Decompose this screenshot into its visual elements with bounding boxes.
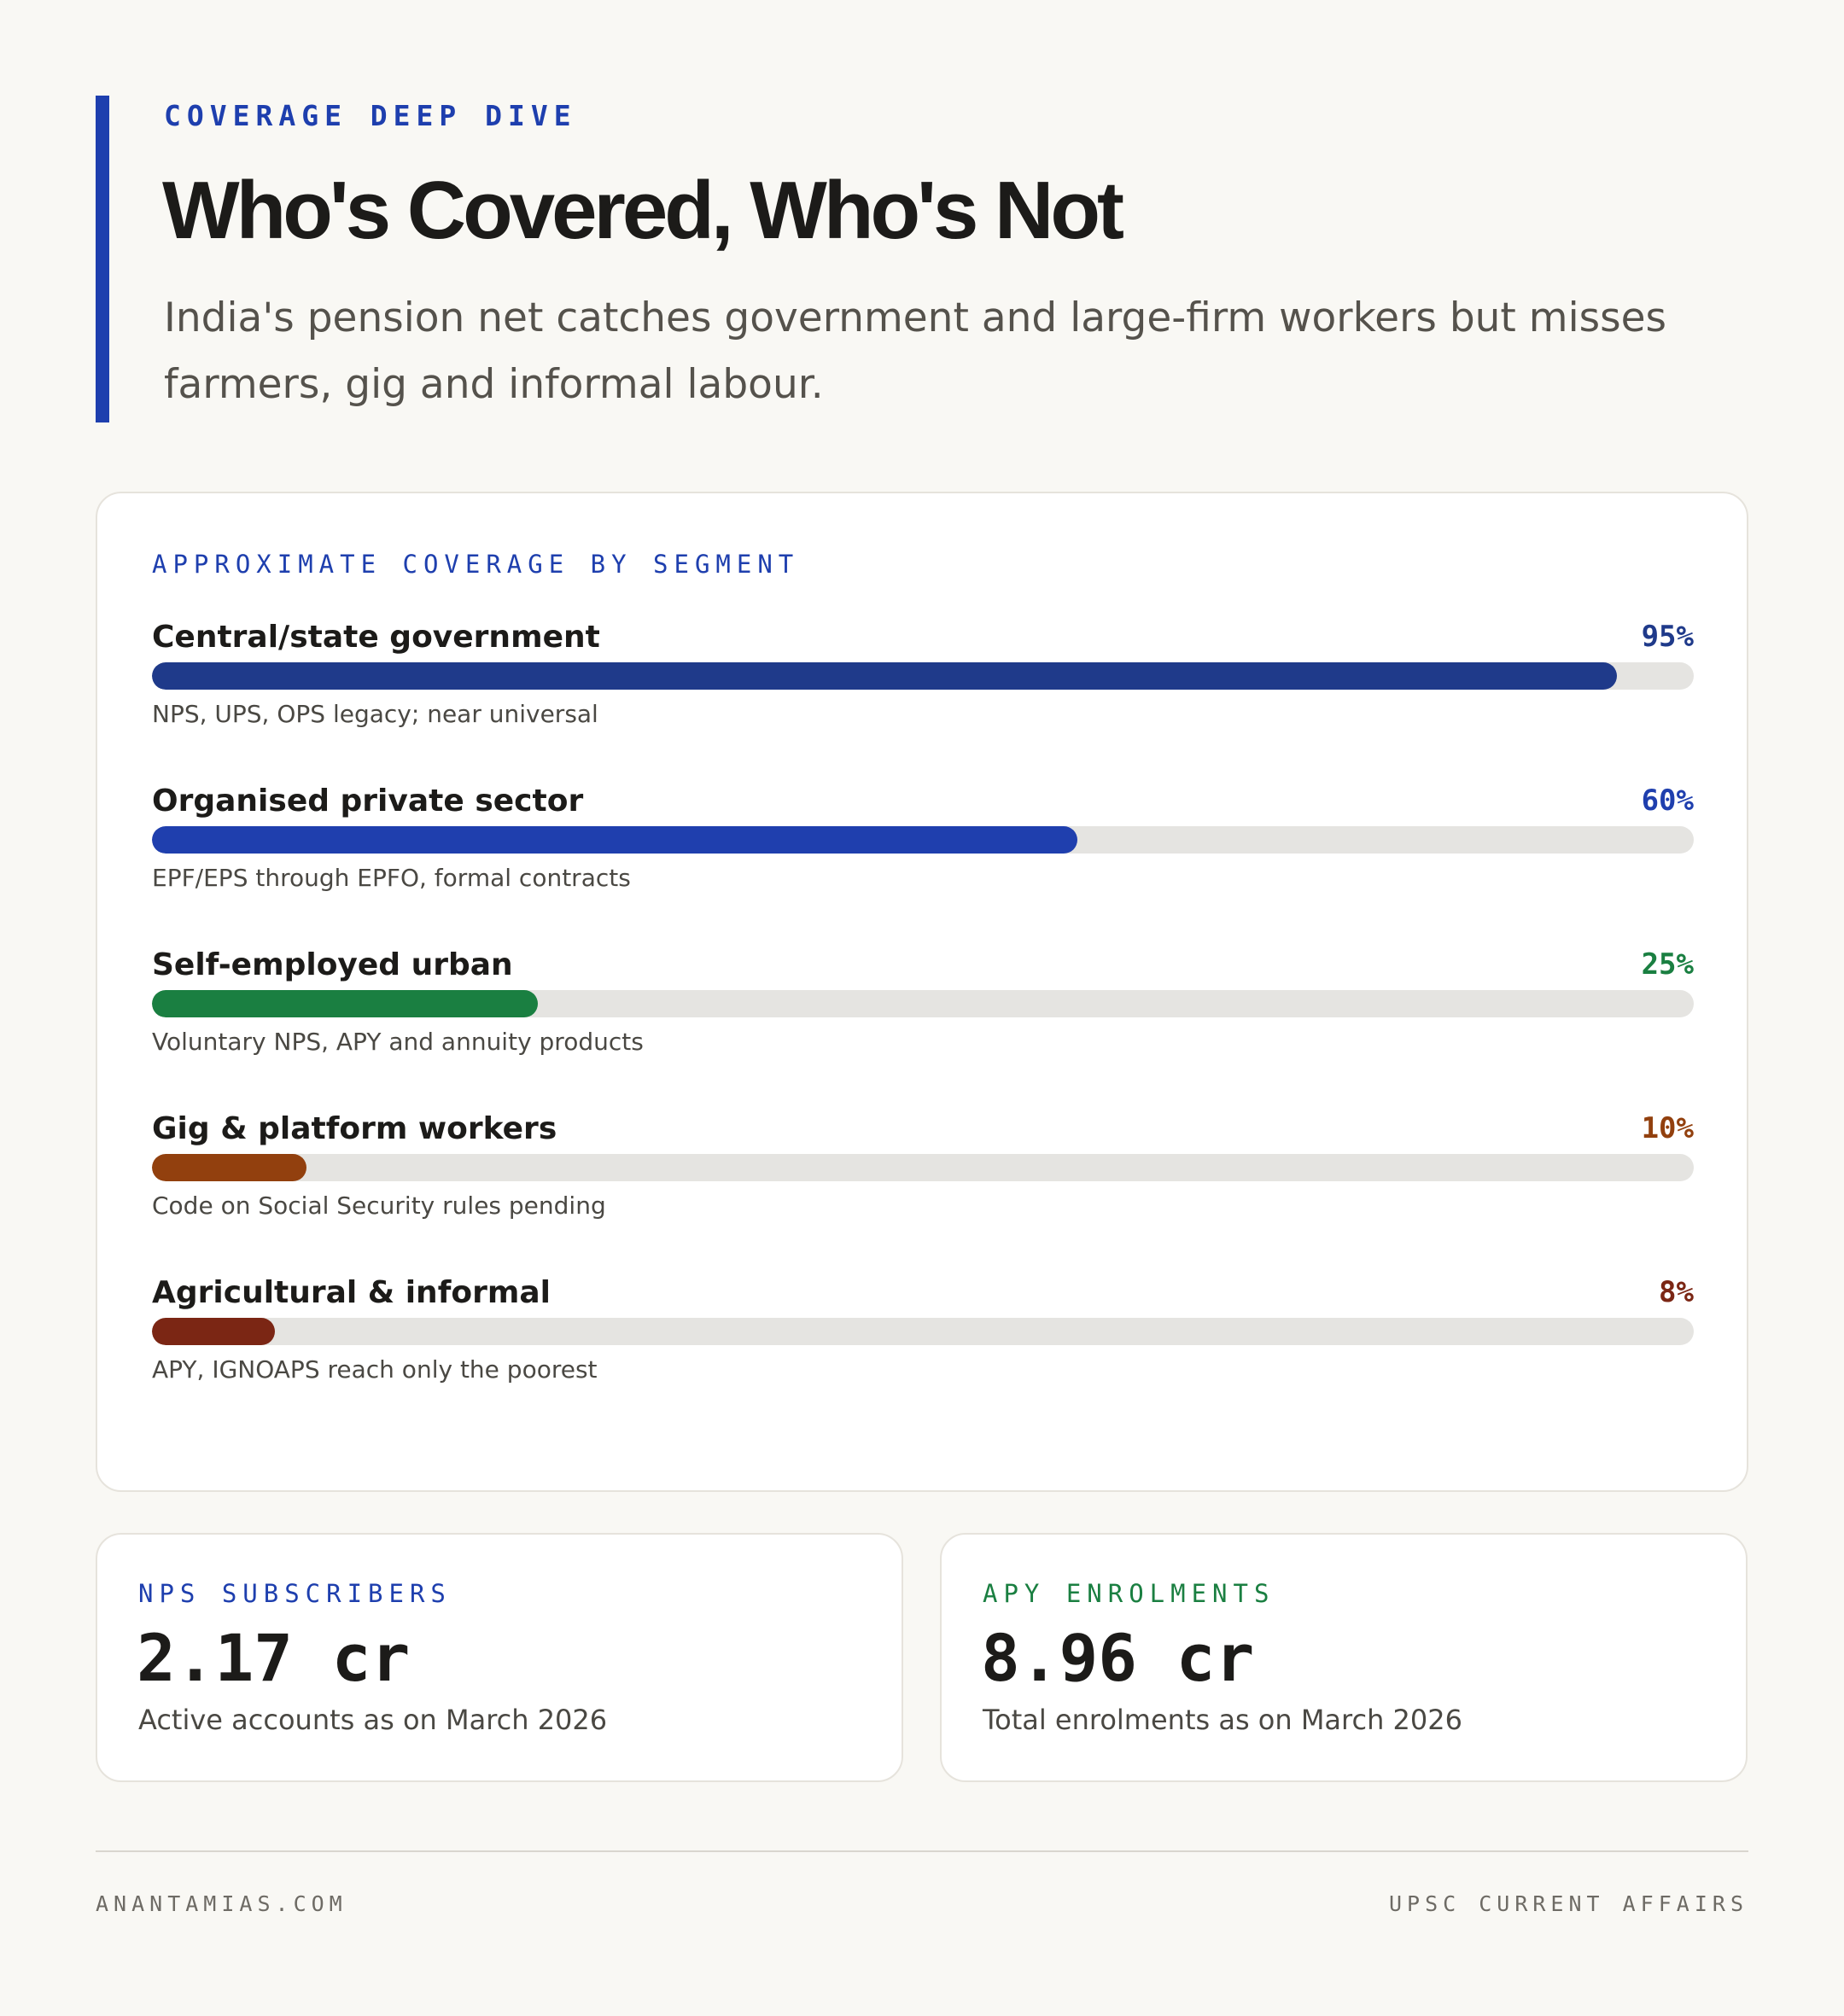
bar-row: Central/state government 95% NPS, UPS, OPS…	[152, 620, 1694, 773]
bar-track	[152, 662, 1694, 690]
bar	[152, 990, 538, 1017]
nps-stat-card: NPS SUBSCRIBERS 2.17 cr Active accounts …	[96, 1533, 903, 1782]
bar-row: Agricultural & informal 8% APY, IGNOAPS re…	[152, 1275, 1694, 1429]
bar-note: NPS, UPS, OPS legacy; near universal	[152, 700, 598, 728]
bar-value-label: 95%	[1641, 620, 1694, 654]
bar-category-label: Central/state government	[152, 620, 600, 655]
kicker: COVERAGE DEEP DIVE	[164, 99, 577, 132]
bar-track	[152, 1318, 1694, 1345]
bar-note: Code on Social Security rules pending	[152, 1192, 606, 1220]
apy-stat-value: 8.96 cr	[981, 1620, 1255, 1696]
bar-note: EPF/EPS through EPFO, formal contracts	[152, 864, 631, 892]
bar-value-label: 10%	[1641, 1111, 1694, 1145]
bar-category-label: Self-employed urban	[152, 947, 513, 982]
bar	[152, 1318, 276, 1345]
bar-category-label: Gig & platform workers	[152, 1111, 557, 1146]
footer-tagline: UPSC CURRENT AFFAIRS	[1388, 1891, 1748, 1916]
bar-track	[152, 990, 1694, 1017]
bar-value-label: 25%	[1641, 947, 1694, 982]
nps-stat-value: 2.17 cr	[137, 1620, 411, 1696]
bar-track	[152, 1154, 1694, 1181]
bar-category-label: Agricultural & informal	[152, 1275, 551, 1310]
nps-stat-note: Active accounts as on March 2026	[138, 1704, 608, 1736]
apy-stat-note: Total enrolments as on March 2026	[983, 1704, 1462, 1736]
bar-category-label: Organised private sector	[152, 784, 584, 819]
bar-row: Self-employed urban 25% Voluntary NPS, APY…	[152, 947, 1694, 1101]
bar-row: Organised private sector 60% EPF/EPS throu…	[152, 784, 1694, 937]
footer-divider	[96, 1850, 1748, 1852]
chart-title: APPROXIMATE COVERAGE BY SEGMENT	[152, 550, 800, 579]
bar	[152, 826, 1077, 854]
bar	[152, 1154, 306, 1181]
apy-stat-label: APY ENROLMENTS	[983, 1579, 1275, 1608]
bar	[152, 662, 1617, 690]
apy-stat-card: APY ENROLMENTS 8.96 cr Total enrolments …	[940, 1533, 1748, 1782]
nps-stat-label: NPS SUBSCRIBERS	[138, 1579, 452, 1608]
bar-note: Voluntary NPS, APY and annuity products	[152, 1028, 644, 1056]
bar-value-label: 60%	[1641, 784, 1694, 818]
bar-value-label: 8%	[1659, 1275, 1694, 1309]
footer-site: ANANTAMIAS.COM	[96, 1891, 347, 1916]
bar-note: APY, IGNOAPS reach only the poorest	[152, 1355, 598, 1384]
header: COVERAGE DEEP DIVE Who's Covered, Who's …	[96, 96, 1748, 422]
bar-row: Gig & platform workers 10% Code on Social …	[152, 1111, 1694, 1265]
page-subtitle: India's pension net catches government a…	[164, 294, 1667, 408]
bar-track	[152, 826, 1694, 854]
coverage-chart-card: APPROXIMATE COVERAGE BY SEGMENT Central/…	[96, 492, 1748, 1492]
page-title: Who's Covered, Who's Not	[162, 165, 1124, 256]
